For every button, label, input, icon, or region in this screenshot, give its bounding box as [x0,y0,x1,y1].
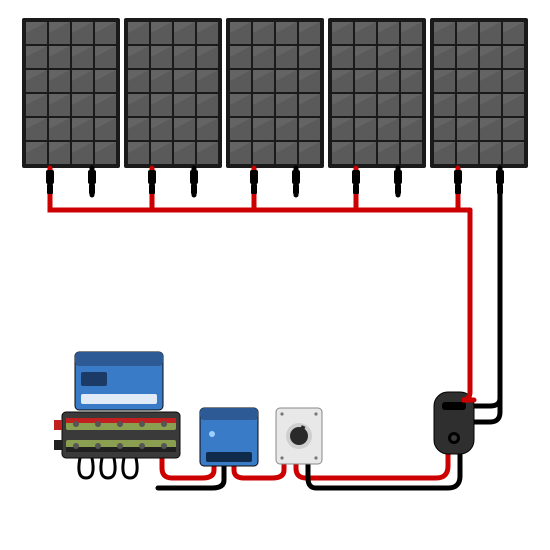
mc4-connector [454,170,462,184]
mc4-connector [46,170,54,184]
mc4-connector [148,170,156,184]
solar-wiring-diagram [0,0,550,550]
mc4-connector [250,170,258,184]
dc-disconnect [276,408,322,464]
panel-1 [22,18,120,168]
panel-2 [124,18,222,168]
mc4-connector [394,170,402,184]
panel-4 [328,18,426,168]
inverter-device [75,352,163,410]
mc4-connector [190,170,198,184]
mppt-controller [200,408,258,466]
panel-3 [226,18,324,168]
mc4-connector [496,170,504,184]
lynx-busbar [54,412,180,458]
mc4-connector [292,170,300,184]
panel-5 [430,18,528,168]
mc4-connector [352,170,360,184]
mc4-connector [88,170,96,184]
